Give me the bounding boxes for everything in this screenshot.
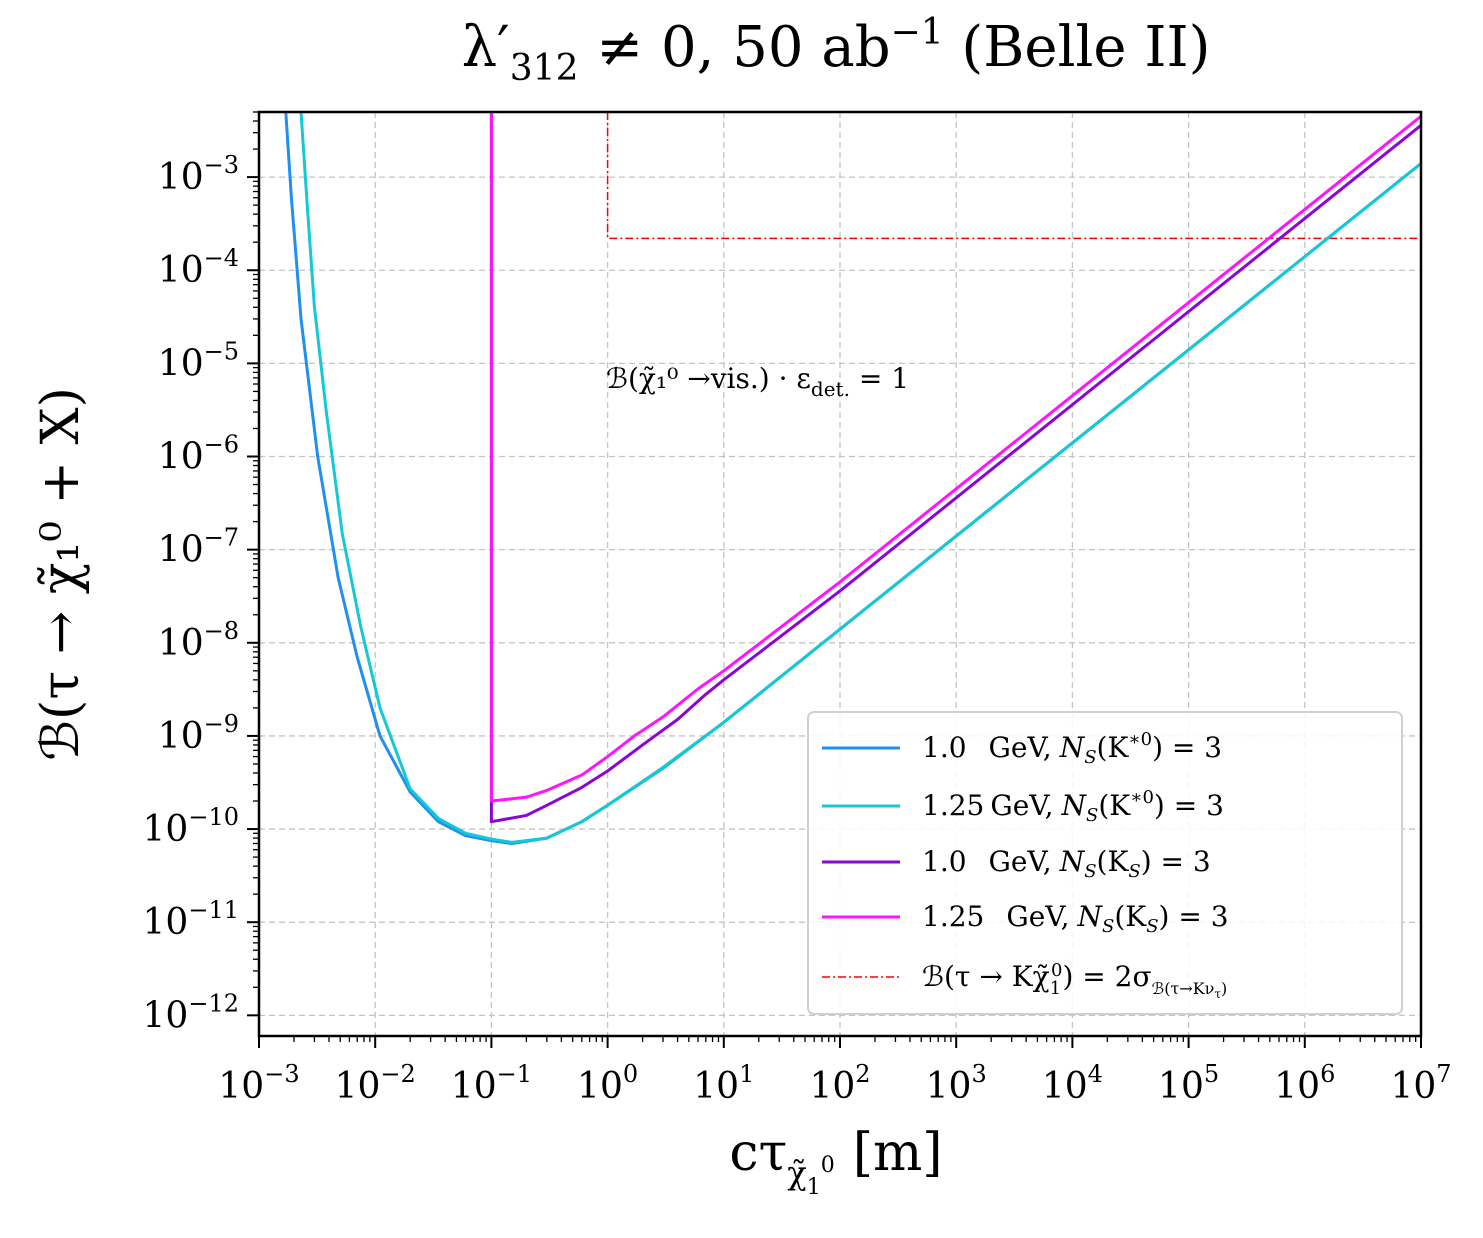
y-tick-labels: 10−3 10−4 10−5 10−6 10−7 10−8 10−9 10−10 10−11 10… — [143, 151, 239, 1036]
y-tick-label: 10−11 — [143, 896, 239, 943]
ticks — [247, 111, 1422, 1048]
y-tick-label: 10−7 — [158, 524, 239, 571]
series-line-4 — [489, 112, 1421, 803]
x-tick-label: 10−1 — [451, 1060, 532, 1107]
x-tick-label: 102 — [809, 1060, 870, 1107]
legend-label-s4: 1.25 GeV, NS(KS) = 3 — [922, 900, 1229, 937]
annotation-text: ℬ(χ̃₁⁰ →vis.) · εdet. = 1 — [606, 362, 909, 401]
x-tick-label: 106 — [1274, 1060, 1335, 1107]
y-tick-label: 10−5 — [158, 337, 239, 384]
x-axis-label: cτχ̃10 [m] — [729, 1123, 942, 1200]
x-tick-label: 103 — [926, 1060, 987, 1107]
x-tick-label: 101 — [693, 1060, 754, 1107]
x-tick-label: 10−3 — [218, 1060, 299, 1107]
legend-label-s2: 1.25 GeV, NS(K∗0) = 3 — [922, 787, 1224, 826]
bound-line — [606, 112, 1421, 240]
legend-label-s1: 1.0 GeV, NS(K∗0) = 3 — [922, 729, 1222, 768]
y-tick-label: 10−8 — [158, 617, 239, 664]
x-tick-label: 104 — [1042, 1060, 1103, 1107]
x-tick-label: 10−2 — [335, 1060, 416, 1107]
plot-series — [284, 112, 1421, 845]
x-tick-labels: 10−3 10−2 10−1 100 101 102 103 104 105 106 107 — [218, 1060, 1451, 1107]
y-tick-label: 10−9 — [158, 710, 239, 757]
x-tick-label: 100 — [577, 1060, 638, 1107]
series-line-2 — [299, 112, 1421, 844]
y-tick-label: 10−4 — [158, 244, 239, 291]
legend-box — [807, 711, 1403, 1015]
y-axis-label: ℬ(τ → χ̃₁⁰ + X) — [31, 387, 91, 761]
y-tick-label: 10−6 — [158, 431, 239, 478]
y-tick-label: 10−3 — [158, 151, 239, 198]
chart-title: λ′312 ≠ 0, 50 ab−1 (Belle II) — [462, 12, 1211, 89]
y-tick-label: 10−12 — [143, 989, 239, 1036]
y-tick-label: 10−10 — [143, 803, 239, 850]
series-line-3 — [489, 112, 1421, 824]
x-tick-label: 107 — [1390, 1060, 1451, 1107]
x-tick-label: 105 — [1158, 1060, 1219, 1107]
legend-label-s3: 1.0 GeV, NS(KS) = 3 — [922, 845, 1211, 882]
legend-label-bound: ℬ(τ → Kχ̃10) = 2σℬ(τ→Kντ) — [922, 960, 1227, 1001]
legend: 1.0 GeV, NS(K∗0) = 3 1.25 GeV, NS(K∗0) = 3 1… — [807, 711, 1403, 1015]
